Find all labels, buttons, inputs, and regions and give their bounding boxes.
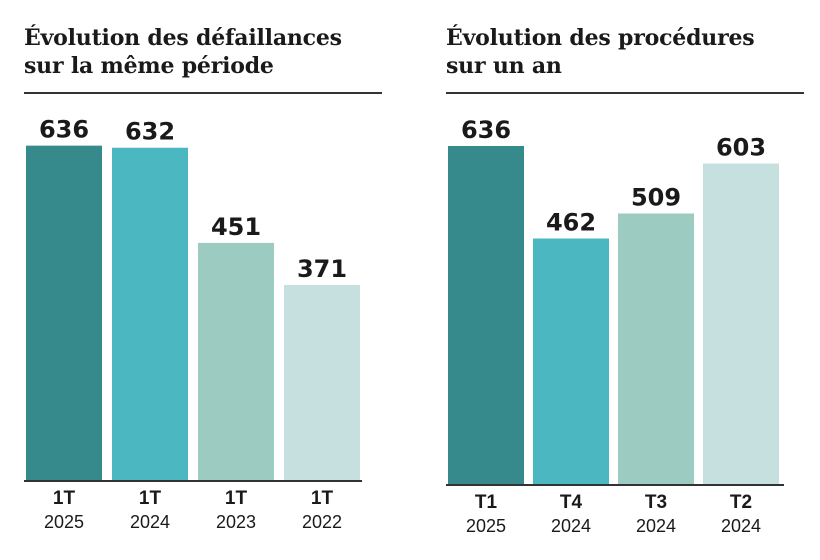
chart-title: Évolution des procédures sur un an (446, 24, 816, 80)
chart-title-line-1: Évolution des procédures (446, 25, 755, 51)
data-label: 632 (125, 118, 175, 146)
bar-4 (703, 163, 779, 484)
x-tick-label: 1T (53, 488, 76, 509)
x-tick-label: 1T (225, 488, 248, 509)
data-label: 603 (716, 134, 766, 162)
title-divider (446, 92, 804, 94)
data-label: 371 (297, 255, 347, 283)
x-axis-line (24, 480, 362, 482)
chart-title: Évolution des défaillances sur la même p… (24, 24, 394, 80)
x-tick-sublabel: 2023 (216, 512, 256, 532)
data-label: 462 (546, 208, 596, 236)
chart-procedures: Évolution des procédures sur un an 636 T1… (420, 0, 820, 560)
data-label: 636 (461, 116, 511, 144)
bar-3 (198, 242, 274, 480)
chart-title-line-2: sur la même période (24, 53, 274, 79)
x-tick-sublabel: 2025 (466, 516, 506, 536)
data-label: 451 (211, 213, 261, 241)
title-divider (24, 92, 382, 94)
x-tick-sublabel: 2024 (721, 516, 761, 536)
bar-2 (112, 147, 188, 480)
x-tick-label: 1T (311, 488, 334, 509)
x-tick-sublabel: 2025 (44, 512, 84, 532)
bar-2 (533, 238, 609, 484)
x-tick-sublabel: 2024 (636, 516, 676, 536)
x-tick-sublabel: 2022 (302, 512, 342, 532)
data-label: 636 (39, 116, 89, 144)
bar-1 (26, 145, 102, 480)
chart-title-line-1: Évolution des défaillances (24, 25, 342, 51)
x-tick-label: T1 (475, 492, 498, 513)
x-axis-line (446, 484, 784, 486)
bar-3 (618, 213, 694, 484)
chart-title-line-2: sur un an (446, 53, 562, 79)
x-tick-label: 1T (139, 488, 162, 509)
bar-4 (284, 284, 360, 480)
chart-defaillances: Évolution des défaillances sur la même p… (0, 0, 400, 560)
x-tick-label: T3 (645, 492, 667, 513)
x-tick-label: T2 (730, 492, 752, 513)
bar-plot: 636 T1 2025 462 T4 2024 509 T3 2024 603 T2 2024 (448, 116, 779, 536)
x-tick-sublabel: 2024 (130, 512, 170, 532)
x-tick-sublabel: 2024 (551, 516, 591, 536)
data-label: 509 (631, 184, 681, 212)
bar-plot: 636 1T 2025 632 1T 2024 451 1T 2023 371 1T 2022 (26, 116, 360, 532)
x-tick-label: T4 (560, 492, 583, 513)
bar-1 (448, 146, 524, 485)
